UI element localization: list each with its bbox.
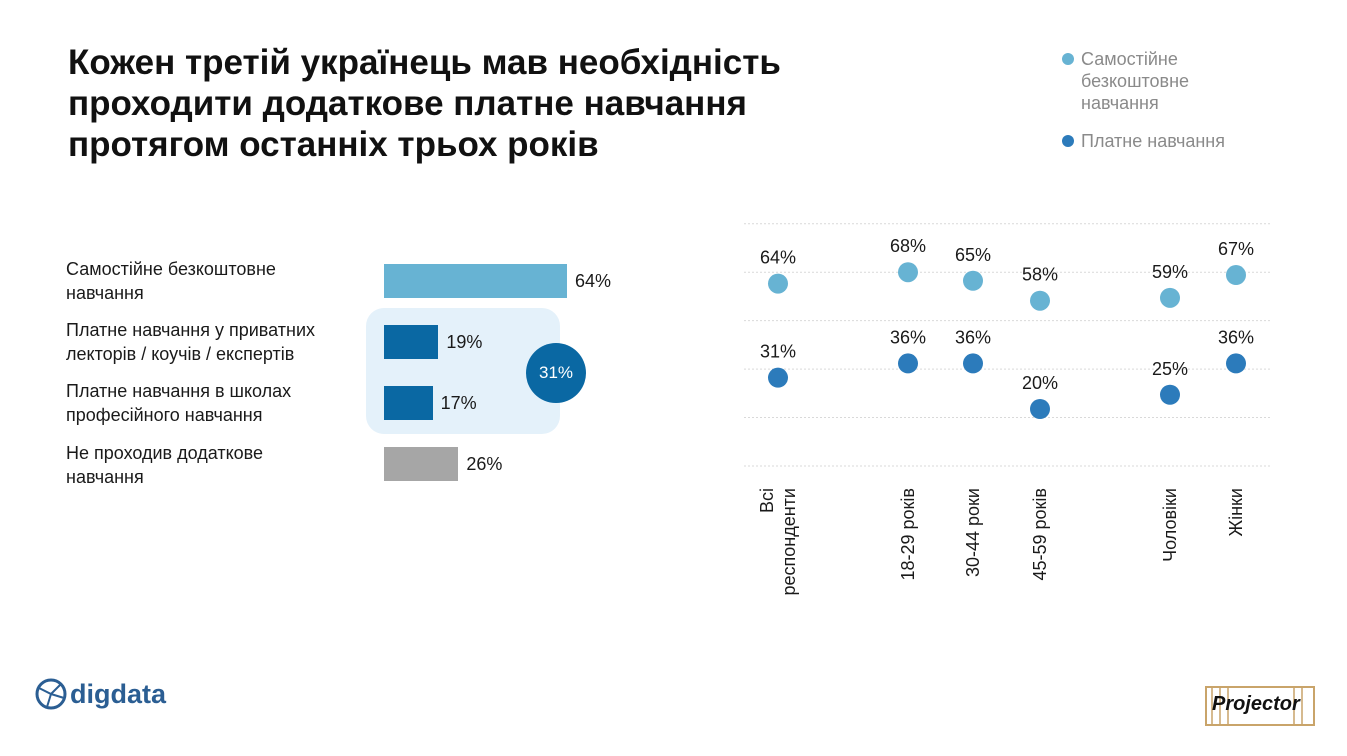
category-label-3-0: 45-59 років	[1030, 488, 1050, 581]
legend-label-free-1: Самостійне	[1081, 49, 1178, 69]
bar-label-private-2: лекторів / коучів / експертів	[66, 344, 295, 364]
bar-label-free: Самостійне безкоштовне навчання	[66, 257, 366, 305]
legend-label-free-3: навчання	[1081, 93, 1159, 113]
label-free-1: 68%	[890, 236, 926, 256]
label-paid-2: 36%	[955, 327, 991, 347]
legend-label-free-2: безкоштовне	[1081, 71, 1190, 91]
label-free-4: 59%	[1152, 262, 1188, 282]
legend-dot-paid	[1062, 135, 1074, 147]
category-label-0-0: Всі	[757, 488, 777, 513]
bar-label-schools: Платне навчання в школах професійного на…	[66, 379, 366, 427]
projector-logo-text: Projector	[1212, 693, 1300, 715]
bar-label-none-2: навчання	[66, 467, 144, 487]
bar-none	[384, 447, 459, 481]
legend-label-paid: Платне навчання	[1081, 131, 1225, 151]
legend-dot-free	[1062, 53, 1074, 65]
chart-title: Кожен третій українець мав необхідність …	[68, 42, 968, 165]
projector-logo-frame	[1205, 686, 1315, 726]
title-line-2: проходити додаткове платне навчання	[68, 84, 747, 123]
bar-label-schools-1: Платне навчання в школах	[66, 381, 292, 401]
bar-schools	[384, 386, 433, 420]
label-paid-3: 20%	[1022, 373, 1058, 393]
bar-label-none-1: Не проходив додаткове	[66, 443, 264, 463]
point-paid-5	[1226, 353, 1246, 374]
label-free-0: 64%	[760, 248, 796, 268]
bar-private	[384, 325, 439, 359]
bar-label-schools-2: професійного навчання	[66, 405, 263, 425]
point-paid-2	[963, 353, 983, 374]
point-free-0	[768, 273, 788, 294]
bar-value-private: 19%	[446, 332, 483, 352]
bar-label-private: Платне навчання у приватних лекторів / к…	[66, 318, 366, 366]
point-free-2	[963, 270, 983, 291]
bar-free	[384, 264, 568, 298]
label-free-2: 65%	[955, 245, 991, 265]
digdata-logo-text: digdata	[70, 678, 167, 709]
bar-label-free-2: навчання	[66, 283, 144, 303]
legend-item-paid: Платне навчання	[1062, 130, 1322, 152]
title-line-3: протягом останніх трьох років	[68, 125, 599, 164]
bar-value-free: 64%	[575, 271, 612, 291]
bar-value-none: 26%	[466, 454, 503, 474]
label-paid-4: 25%	[1152, 359, 1188, 379]
projector-logo: Projector	[1204, 683, 1316, 731]
bar-label-none: Не проходив додаткове навчання	[66, 441, 366, 489]
legend-item-free: Самостійне безкоштовне навчання	[1062, 48, 1322, 114]
bar-label-free-1: Самостійне безкоштовне	[66, 259, 276, 279]
point-paid-1	[898, 353, 918, 374]
category-label-2-0: 30-44 роки	[963, 488, 983, 577]
label-free-3: 58%	[1022, 265, 1058, 285]
point-free-4	[1160, 287, 1180, 308]
point-free-5	[1226, 265, 1246, 286]
label-free-5: 67%	[1218, 239, 1254, 259]
digdata-logo: digdata	[34, 676, 166, 712]
category-label-0-1: респонденти	[779, 488, 799, 595]
digdata-logo-icon	[35, 678, 67, 710]
title-line-1: Кожен третій українець мав необхідність	[68, 43, 781, 82]
combined-paid-badge: 31%	[526, 343, 586, 403]
bar-label-private-1: Платне навчання у приватних	[66, 320, 316, 340]
label-paid-5: 36%	[1218, 327, 1254, 347]
category-label-4-0: Чоловіки	[1160, 488, 1180, 562]
legend: Самостійне безкоштовне навчання Платне н…	[1062, 48, 1322, 152]
label-paid-1: 36%	[890, 327, 926, 347]
bar-value-schools: 17%	[440, 393, 477, 413]
point-free-1	[898, 262, 918, 283]
point-paid-0	[768, 367, 788, 388]
point-paid-4	[1160, 384, 1180, 405]
point-free-3	[1030, 290, 1050, 311]
point-paid-3	[1030, 399, 1050, 419]
label-paid-0: 31%	[760, 342, 796, 362]
category-label-1-0: 18-29 років	[898, 488, 918, 581]
category-label-5-0: Жінки	[1226, 488, 1246, 537]
